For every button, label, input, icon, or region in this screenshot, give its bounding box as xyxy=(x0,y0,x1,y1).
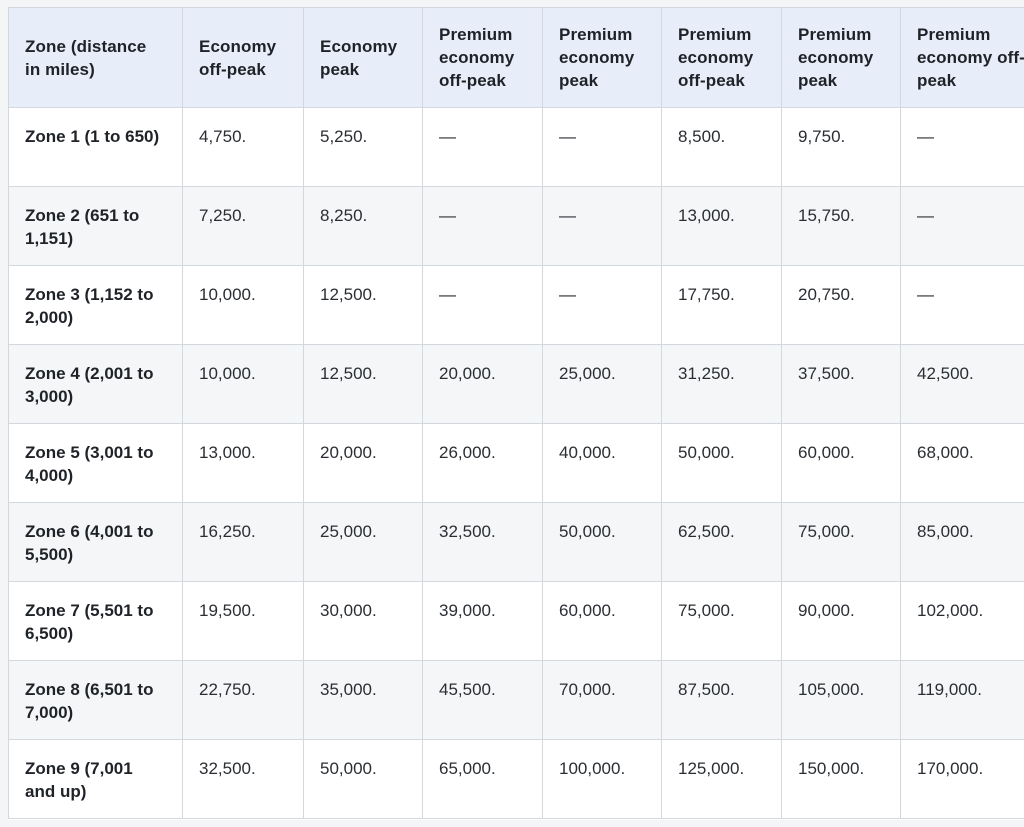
value-cell: 5,250. xyxy=(303,107,423,187)
value-cell: — xyxy=(542,107,662,187)
value-cell: 62,500. xyxy=(661,502,782,582)
value-cell: 10,000. xyxy=(182,265,304,345)
table-row: Zone 9 (7,001 and up) 32,500. 50,000. 65,00… xyxy=(8,739,1024,819)
table-row: Zone 4 (2,001 to 3,000) 10,000. 12,500. 20,… xyxy=(8,344,1024,424)
value-cell: 60,000. xyxy=(542,581,662,661)
value-cell: 22,750. xyxy=(182,660,304,740)
header-zone: Zone (distance in miles) xyxy=(8,7,183,108)
value-cell: — xyxy=(900,265,1024,345)
value-cell: — xyxy=(900,107,1024,187)
value-cell: 19,500. xyxy=(182,581,304,661)
value-cell: 35,000. xyxy=(303,660,423,740)
zone-cell: Zone 2 (651 to 1,151) xyxy=(8,186,183,266)
value-cell: 37,500. xyxy=(781,344,901,424)
table-row: Zone 5 (3,001 to 4,000) 13,000. 20,000. 26,… xyxy=(8,423,1024,503)
table-row: Zone 1 (1 to 650) 4,750. 5,250. — —8,500. 9,7… xyxy=(8,107,1024,187)
value-cell: 50,000. xyxy=(303,739,423,819)
value-cell: 60,000. xyxy=(781,423,901,503)
value-cell: 20,000. xyxy=(422,344,543,424)
value-cell: 75,000. xyxy=(781,502,901,582)
zone-cell: Zone 4 (2,001 to 3,000) xyxy=(8,344,183,424)
value-cell: 87,500. xyxy=(661,660,782,740)
value-cell: 31,250. xyxy=(661,344,782,424)
award-chart-table: Zone (distance in miles) Economy off-pea… xyxy=(8,7,1024,819)
value-cell: 40,000. xyxy=(542,423,662,503)
value-cell: 30,000. xyxy=(303,581,423,661)
value-cell: 26,000. xyxy=(422,423,543,503)
header-premium-economy-peak: Premium economy peak xyxy=(542,7,662,108)
value-cell: — xyxy=(422,265,543,345)
value-cell: 25,000. xyxy=(542,344,662,424)
value-cell: — xyxy=(422,186,543,266)
value-cell: — xyxy=(900,186,1024,266)
value-cell: 105,000. xyxy=(781,660,901,740)
value-cell: 42,500. xyxy=(900,344,1024,424)
value-cell: 75,000. xyxy=(661,581,782,661)
value-cell: 90,000. xyxy=(781,581,901,661)
value-cell: 39,000. xyxy=(422,581,543,661)
value-cell: 32,500. xyxy=(422,502,543,582)
value-cell: 4,750. xyxy=(182,107,304,187)
header-col-7: Premium economy peak xyxy=(781,7,901,108)
value-cell: 100,000. xyxy=(542,739,662,819)
value-cell: 150,000. xyxy=(781,739,901,819)
value-cell: 70,000. xyxy=(542,660,662,740)
value-cell: 13,000. xyxy=(661,186,782,266)
value-cell: — xyxy=(422,107,543,187)
value-cell: 8,500. xyxy=(661,107,782,187)
zone-cell: Zone 5 (3,001 to 4,000) xyxy=(8,423,183,503)
zone-cell: Zone 7 (5,501 to 6,500) xyxy=(8,581,183,661)
value-cell: 12,500. xyxy=(303,344,423,424)
value-cell: 20,750. xyxy=(781,265,901,345)
value-cell: 10,000. xyxy=(182,344,304,424)
zone-cell: Zone 9 (7,001 and up) xyxy=(8,739,183,819)
value-cell: 9,750. xyxy=(781,107,901,187)
header-col-8: Premium economy off-peak xyxy=(900,7,1024,108)
header-col-6: Premium economy off-peak xyxy=(661,7,782,108)
value-cell: 45,500. xyxy=(422,660,543,740)
table-header: Zone (distance in miles) Economy off-pea… xyxy=(8,7,1024,108)
header-premium-economy-off-peak: Premium economy off-peak xyxy=(422,7,543,108)
table-row: Zone 2 (651 to 1,151) 7,250. 8,250. — —13,00… xyxy=(8,186,1024,266)
value-cell: 102,000. xyxy=(900,581,1024,661)
zone-cell: Zone 8 (6,501 to 7,000) xyxy=(8,660,183,740)
value-cell: 16,250. xyxy=(182,502,304,582)
value-cell: 50,000. xyxy=(542,502,662,582)
value-cell: 119,000. xyxy=(900,660,1024,740)
value-cell: 125,000. xyxy=(661,739,782,819)
table-row: Zone 7 (5,501 to 6,500) 19,500. 30,000. 39,… xyxy=(8,581,1024,661)
value-cell: — xyxy=(542,265,662,345)
value-cell: 20,000. xyxy=(303,423,423,503)
header-economy-off-peak: Economy off-peak xyxy=(182,7,304,108)
table-row: Zone 8 (6,501 to 7,000) 22,750. 35,000. 45,… xyxy=(8,660,1024,740)
value-cell: 8,250. xyxy=(303,186,423,266)
header-economy-peak: Economy peak xyxy=(303,7,423,108)
value-cell: 65,000. xyxy=(422,739,543,819)
zone-cell: Zone 1 (1 to 650) xyxy=(8,107,183,187)
value-cell: 50,000. xyxy=(661,423,782,503)
value-cell: — xyxy=(542,186,662,266)
value-cell: 170,000. xyxy=(900,739,1024,819)
table-row: Zone 6 (4,001 to 5,500) 16,250. 25,000. 32,… xyxy=(8,502,1024,582)
award-chart-table-container: Zone (distance in miles) Economy off-pea… xyxy=(8,7,1024,820)
value-cell: 13,000. xyxy=(182,423,304,503)
value-cell: 15,750. xyxy=(781,186,901,266)
value-cell: 32,500. xyxy=(182,739,304,819)
value-cell: 12,500. xyxy=(303,265,423,345)
value-cell: 68,000. xyxy=(900,423,1024,503)
zone-cell: Zone 6 (4,001 to 5,500) xyxy=(8,502,183,582)
header-row: Zone (distance in miles) Economy off-pea… xyxy=(8,7,1024,108)
value-cell: 7,250. xyxy=(182,186,304,266)
zone-cell: Zone 3 (1,152 to 2,000) xyxy=(8,265,183,345)
value-cell: 25,000. xyxy=(303,502,423,582)
table-body: Zone 1 (1 to 650) 4,750. 5,250. — —8,500. 9,7… xyxy=(8,107,1024,819)
table-row: Zone 3 (1,152 to 2,000) 10,000. 12,500. — —1… xyxy=(8,265,1024,345)
value-cell: 85,000. xyxy=(900,502,1024,582)
value-cell: 17,750. xyxy=(661,265,782,345)
